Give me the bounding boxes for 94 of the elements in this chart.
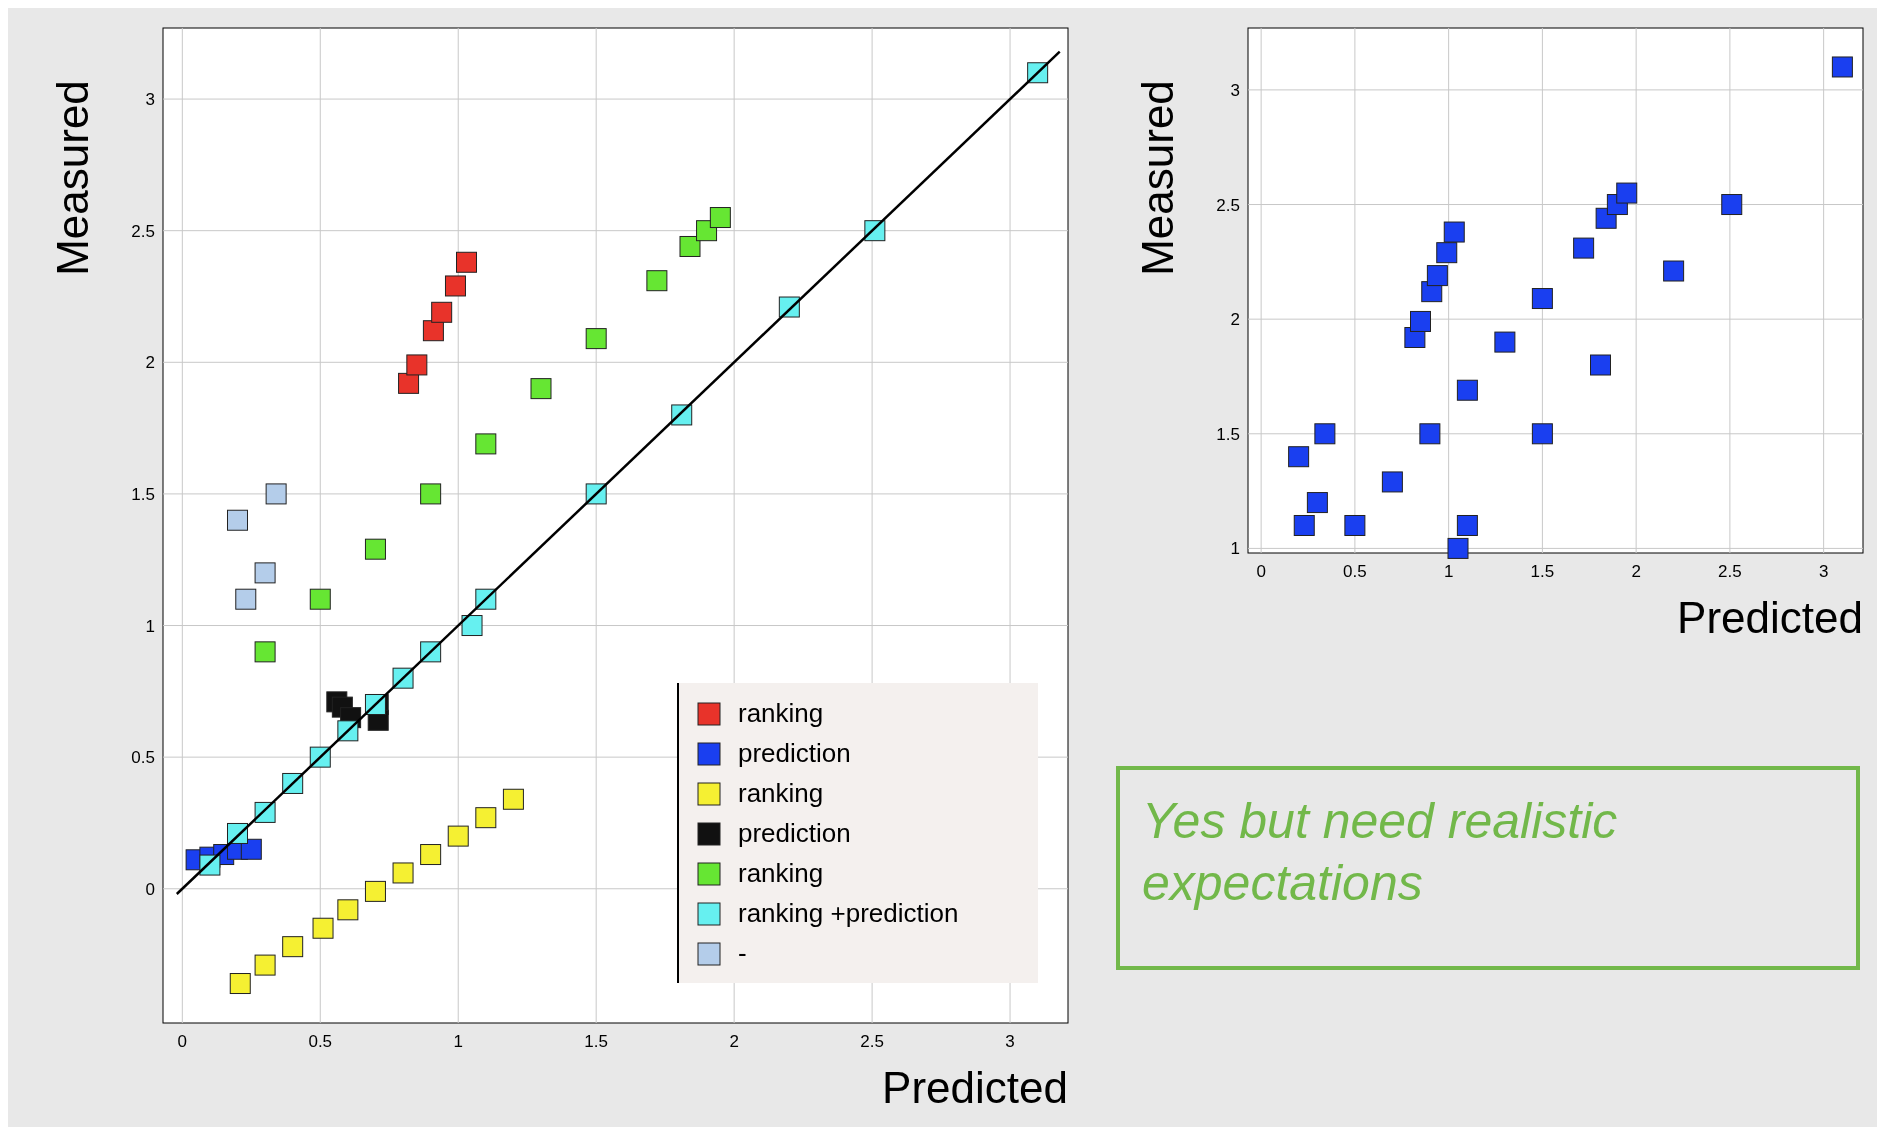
x-tick-label: 0.5 — [308, 1032, 333, 1051]
x-tick-label: 1.5 — [584, 1032, 609, 1051]
point — [475, 433, 497, 455]
point — [1721, 194, 1743, 216]
point — [1573, 237, 1595, 259]
point — [1436, 242, 1458, 264]
point — [646, 270, 668, 292]
point — [1426, 265, 1448, 287]
point — [1616, 182, 1638, 204]
x-tick-label: 1 — [453, 1032, 463, 1051]
x-tick-label: 3 — [1005, 1032, 1015, 1051]
point — [679, 235, 701, 257]
point — [1663, 260, 1685, 282]
point — [1456, 379, 1478, 401]
point — [398, 372, 420, 394]
point — [420, 483, 442, 505]
point — [1419, 423, 1441, 445]
x-tick-label: 3 — [1818, 562, 1829, 581]
y-tick-label: 1.5 — [1216, 424, 1240, 444]
y-tick-label: 2 — [1230, 310, 1240, 330]
point — [475, 807, 497, 829]
x-tick-label: 2.5 — [860, 1032, 884, 1051]
point — [1831, 56, 1853, 78]
point — [1306, 492, 1328, 514]
legend-label: prediction — [738, 818, 851, 848]
point — [235, 588, 257, 610]
point — [502, 788, 524, 810]
x-axis-title: Predicted — [882, 1063, 1068, 1112]
legend-label: ranking — [738, 778, 824, 808]
y-tick-label: 0 — [145, 879, 155, 899]
point — [229, 973, 251, 995]
point — [265, 483, 287, 505]
legend-label: ranking — [738, 698, 824, 728]
x-tick-label: 0 — [177, 1032, 188, 1051]
point — [447, 825, 469, 847]
point — [282, 936, 304, 958]
point — [1314, 423, 1336, 445]
point — [1494, 331, 1516, 353]
point — [364, 538, 386, 560]
point — [1531, 423, 1553, 445]
x-tick-label: 2 — [1631, 562, 1641, 581]
point — [1447, 537, 1469, 559]
y-tick-label: 3 — [145, 90, 155, 110]
point — [444, 275, 466, 297]
point — [240, 838, 262, 860]
x-tick-label: 0.5 — [1343, 562, 1367, 581]
point — [422, 320, 444, 342]
point — [1456, 514, 1478, 536]
y-tick-label: 1 — [145, 616, 155, 636]
text: Yes but need realistic expectations — [1142, 793, 1618, 911]
point — [1381, 471, 1403, 493]
y-axis-title: Measured — [1133, 80, 1182, 276]
point — [254, 954, 276, 976]
legend-label: ranking — [738, 858, 824, 888]
point — [585, 328, 607, 350]
point — [456, 251, 478, 273]
point — [364, 880, 386, 902]
y-tick-label: 1 — [1230, 539, 1240, 559]
point — [1590, 354, 1611, 376]
point — [1293, 514, 1315, 536]
x-tick-label: 1 — [1443, 562, 1454, 581]
x-tick-label: 0 — [1256, 562, 1266, 581]
y-tick-label: 3 — [1230, 80, 1240, 100]
y-tick-label: 2 — [145, 353, 155, 373]
point — [530, 378, 552, 400]
point — [461, 615, 483, 637]
point — [1443, 221, 1465, 243]
point — [254, 562, 276, 584]
point — [1531, 288, 1553, 310]
x-axis-title: Predicted — [1677, 593, 1863, 642]
y-tick-label: 1.5 — [131, 484, 155, 504]
y-tick-label: 2.5 — [131, 221, 155, 241]
x-tick-label: 1.5 — [1530, 562, 1555, 581]
point — [406, 354, 428, 376]
point — [1410, 310, 1431, 332]
x-tick-label: 2 — [729, 1032, 739, 1051]
point — [431, 301, 453, 323]
y-tick-label: 0.5 — [131, 748, 155, 768]
legend-label: ranking +prediction — [738, 898, 959, 928]
legend-label: - — [738, 938, 747, 968]
point — [337, 899, 359, 921]
point — [254, 641, 276, 663]
point — [1288, 446, 1310, 468]
x-tick-label: 2.5 — [1718, 562, 1742, 581]
point — [309, 588, 331, 610]
legend-label: prediction — [738, 738, 851, 768]
point — [709, 207, 731, 229]
y-tick-label: 2.5 — [1216, 195, 1240, 215]
point — [227, 509, 248, 531]
point — [312, 917, 334, 939]
point — [1344, 514, 1366, 536]
point — [392, 862, 414, 884]
point — [420, 844, 442, 866]
y-axis-title: Measured — [48, 80, 97, 276]
